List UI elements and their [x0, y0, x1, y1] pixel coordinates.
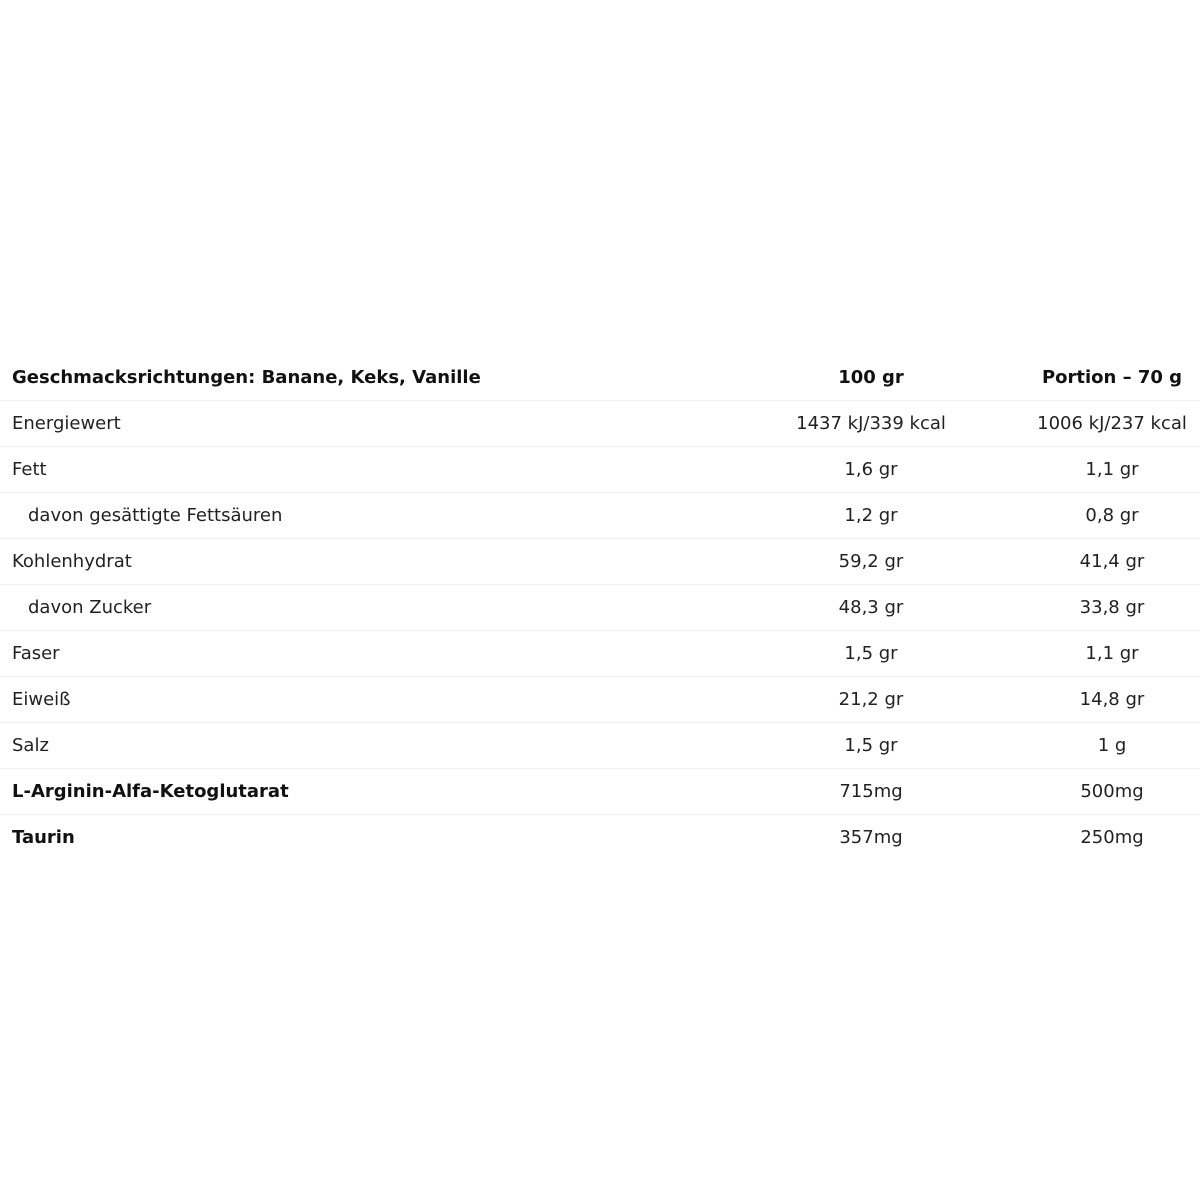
value-portion: 1,1 gr	[1085, 643, 1139, 664]
row-label: Fett	[12, 459, 47, 480]
flavors-heading: Geschmacksrichtungen: Banane, Keks, Vani…	[12, 367, 481, 388]
value-100g: 357mg	[839, 827, 903, 848]
row-label: Faser	[12, 643, 60, 664]
value-100g: 48,3 gr	[838, 597, 904, 618]
value-100g: 1,5 gr	[844, 735, 898, 756]
nutrition-table: Geschmacksrichtungen: Banane, Keks, Vani…	[0, 355, 1200, 860]
table-row: Fett 1,6 gr 1,1 gr	[0, 447, 1200, 493]
value-portion: 250mg	[1080, 827, 1144, 848]
value-100g: 1,2 gr	[844, 505, 898, 526]
row-label: Taurin	[12, 827, 75, 848]
table-header-row: Geschmacksrichtungen: Banane, Keks, Vani…	[0, 355, 1200, 401]
value-portion: 1,1 gr	[1085, 459, 1139, 480]
value-portion: 41,4 gr	[1079, 551, 1145, 572]
value-100g: 1,6 gr	[844, 459, 898, 480]
value-100g: 59,2 gr	[838, 551, 904, 572]
table-row: Salz 1,5 gr 1 g	[0, 723, 1200, 769]
value-portion: 14,8 gr	[1079, 689, 1145, 710]
table-row: davon gesättigte Fettsäuren 1,2 gr 0,8 g…	[0, 493, 1200, 539]
value-100g: 21,2 gr	[838, 689, 904, 710]
row-label: Salz	[12, 735, 49, 756]
column-header-portion: Portion – 70 g	[1041, 367, 1183, 388]
table-row: Eiweiß 21,2 gr 14,8 gr	[0, 677, 1200, 723]
row-label: L-Arginin-Alfa-Ketoglutarat	[12, 781, 289, 802]
column-header-100g: 100 gr	[838, 367, 904, 388]
row-label: Eiweiß	[12, 689, 71, 710]
row-label: Energiewert	[12, 413, 121, 434]
table-row: Taurin 357mg 250mg	[0, 815, 1200, 860]
table-row: Faser 1,5 gr 1,1 gr	[0, 631, 1200, 677]
row-label: davon Zucker	[28, 597, 152, 618]
table-row: L-Arginin-Alfa-Ketoglutarat 715mg 500mg	[0, 769, 1200, 815]
value-100g: 1,5 gr	[844, 643, 898, 664]
value-portion: 0,8 gr	[1085, 505, 1139, 526]
value-portion: 500mg	[1080, 781, 1144, 802]
row-label: davon gesättigte Fettsäuren	[28, 505, 283, 526]
value-100g: 715mg	[839, 781, 903, 802]
value-portion: 33,8 gr	[1079, 597, 1145, 618]
value-portion: 1006 kJ/237 kcal	[1037, 413, 1187, 434]
value-100g: 1437 kJ/339 kcal	[796, 413, 946, 434]
table-row: Kohlenhydrat 59,2 gr 41,4 gr	[0, 539, 1200, 585]
value-portion: 1 g	[1097, 735, 1127, 756]
table-row: davon Zucker 48,3 gr 33,8 gr	[0, 585, 1200, 631]
table-row: Energiewert 1437 kJ/339 kcal 1006 kJ/237…	[0, 401, 1200, 447]
row-label: Kohlenhydrat	[12, 551, 132, 572]
